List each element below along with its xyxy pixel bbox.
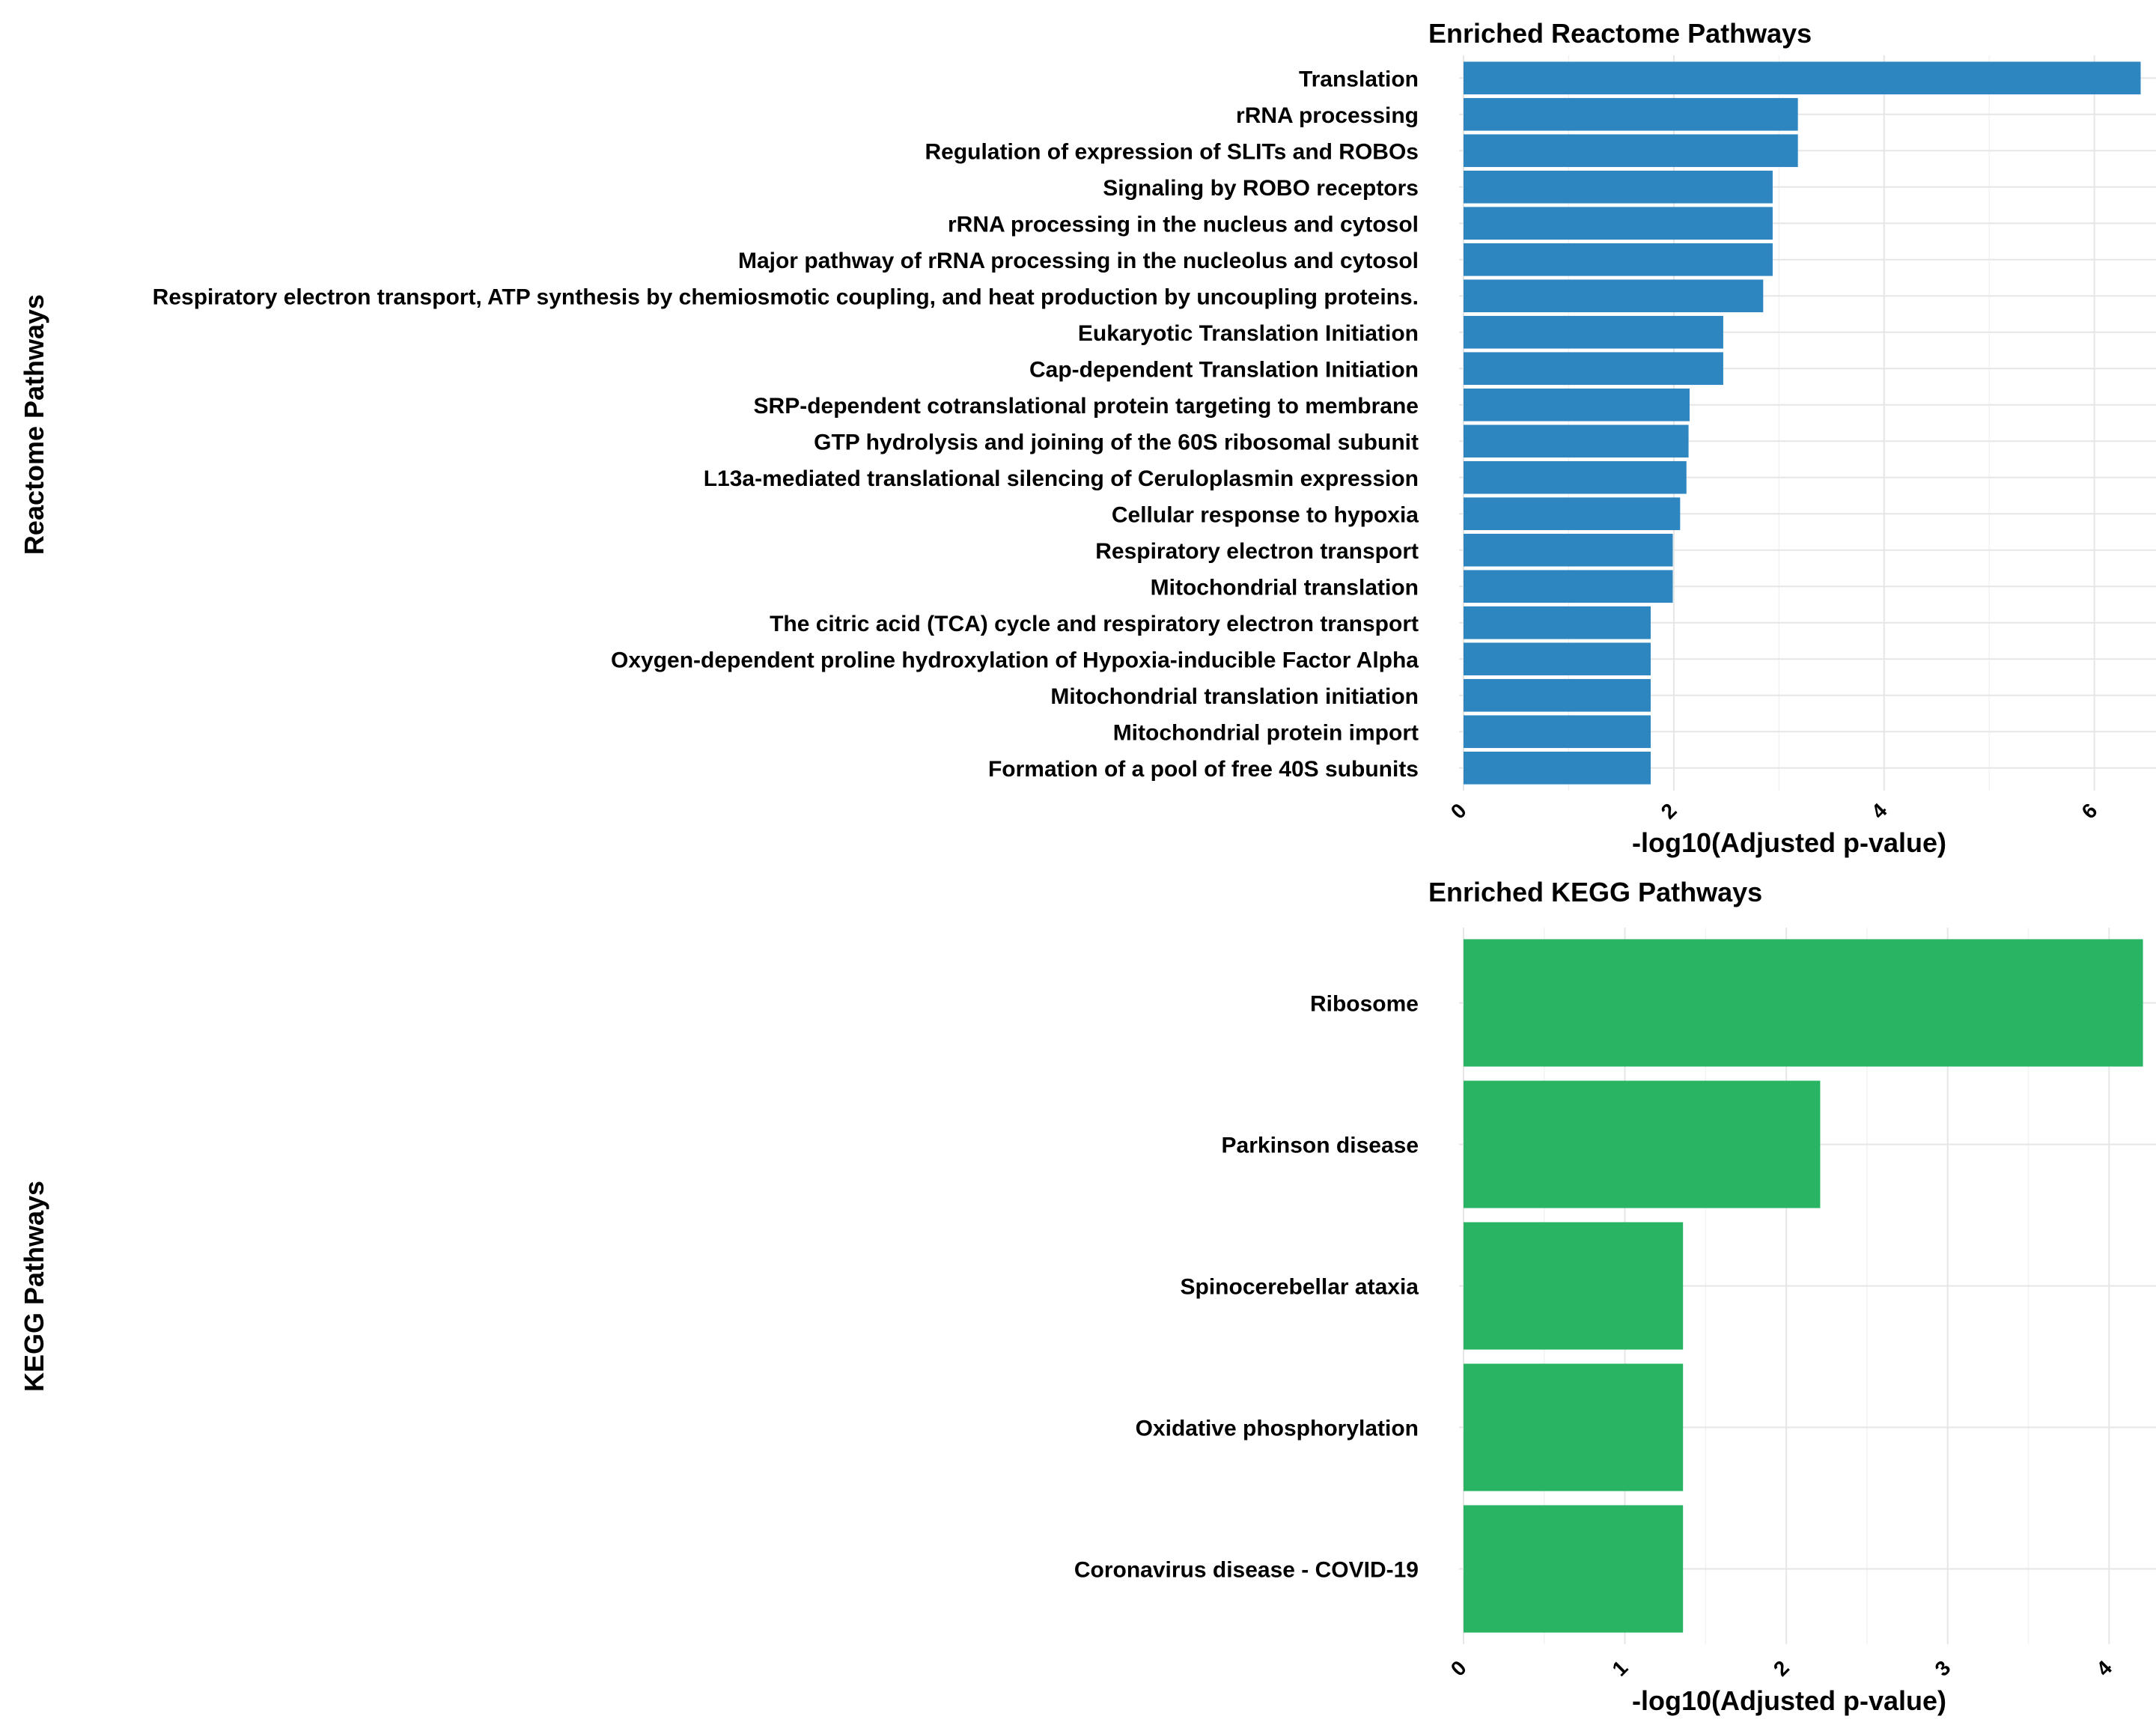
reactome-category-label: Respiratory electron transport (1095, 539, 1419, 564)
reactome-bar (1464, 315, 1723, 349)
reactome-bar (1464, 61, 2141, 95)
reactome-bar (1464, 570, 1673, 603)
reactome-category-label: Oxygen-dependent proline hydroxylation o… (611, 648, 1419, 672)
kegg-category-label: Parkinson disease (1222, 1134, 1419, 1158)
kegg-chart-panel: Enriched KEGG Pathways KEGG Pathways -lo… (19, 877, 2156, 1716)
reactome-bar (1464, 460, 1687, 494)
reactome-bar (1464, 533, 1673, 567)
reactome-bar (1464, 606, 1651, 639)
reactome-bar (1464, 134, 1798, 168)
reactome-category-label: Eukaryotic Translation Initiation (1078, 321, 1419, 346)
reactome-category-label: Signaling by ROBO receptors (1103, 176, 1419, 201)
reactome-category-label: Mitochondrial translation (1151, 575, 1419, 600)
reactome-category-label: Formation of a pool of free 40S subunits (988, 757, 1419, 782)
reactome-bar (1464, 642, 1651, 676)
kegg-category-label: Coronavirus disease - COVID-19 (1074, 1558, 1419, 1583)
reactome-bar (1464, 243, 1773, 276)
reactome-bar (1464, 97, 1798, 131)
reactome-category-labels: Translation rRNA processing Regulation of … (153, 67, 1419, 782)
reactome-category-label: SRP-dependent cotranslational protein ta… (754, 394, 1419, 419)
reactome-bar (1464, 751, 1651, 785)
reactome-bar (1464, 207, 1773, 240)
kegg-chart-title: Enriched KEGG Pathways (1428, 877, 1762, 907)
reactome-y-axis-title: Reactome Pathways (19, 294, 49, 555)
reactome-bar (1464, 497, 1681, 531)
reactome-bar (1464, 715, 1651, 749)
reactome-category-label: L13a-mediated translational silencing of… (704, 466, 1419, 491)
kegg-category-labels: Ribosome Parkinson disease Spinocerebellar… (1074, 992, 1419, 1583)
kegg-y-axis-title: KEGG Pathways (19, 1181, 49, 1392)
reactome-category-label: rRNA processing (1236, 103, 1419, 128)
reactome-category-label: Mitochondrial translation initiation (1050, 684, 1419, 709)
reactome-category-label: rRNA processing in the nucleus and cytos… (948, 212, 1419, 237)
reactome-chart-title: Enriched Reactome Pathways (1428, 18, 1812, 49)
kegg-category-label: Spinocerebellar ataxia (1181, 1275, 1419, 1300)
kegg-bar (1464, 1363, 1684, 1491)
reactome-bar (1464, 678, 1651, 712)
reactome-bar (1464, 425, 1689, 458)
reactome-category-label: GTP hydrolysis and joining of the 60S ri… (814, 430, 1419, 454)
kegg-bar (1464, 1505, 1684, 1633)
kegg-bars (1464, 939, 2143, 1633)
kegg-bar (1464, 939, 2143, 1067)
reactome-bars (1464, 61, 2141, 785)
reactome-chart-panel: Enriched Reactome Pathways Reactome Path… (19, 18, 2156, 858)
reactome-category-label: Cap-dependent Translation Initiation (1029, 357, 1419, 382)
reactome-bar (1464, 170, 1773, 204)
kegg-category-label: Ribosome (1310, 992, 1419, 1017)
reactome-category-label: Translation (1299, 67, 1419, 91)
reactome-category-label: Cellular response to hypoxia (1112, 502, 1419, 527)
kegg-x-axis-title: -log10(Adjusted p-value) (1632, 1685, 1946, 1716)
reactome-category-label: Major pathway of rRNA processing in the … (738, 249, 1419, 273)
reactome-category-label: Respiratory electron transport, ATP synt… (153, 285, 1419, 309)
kegg-category-label: Oxidative phosphorylation (1136, 1417, 1419, 1441)
reactome-x-axis-title: -log10(Adjusted p-value) (1632, 827, 1946, 858)
reactome-category-label: The citric acid (TCA) cycle and respirat… (770, 612, 1419, 636)
kegg-bar (1464, 1080, 1821, 1208)
reactome-category-label: Regulation of expression of SLITs and RO… (925, 139, 1419, 164)
reactome-bar (1464, 352, 1723, 386)
kegg-bar (1464, 1222, 1684, 1350)
reactome-gridlines (1459, 55, 2156, 791)
reactome-category-label: Mitochondrial protein import (1113, 720, 1419, 745)
reactome-bar (1464, 388, 1690, 422)
reactome-bar (1464, 279, 1764, 313)
